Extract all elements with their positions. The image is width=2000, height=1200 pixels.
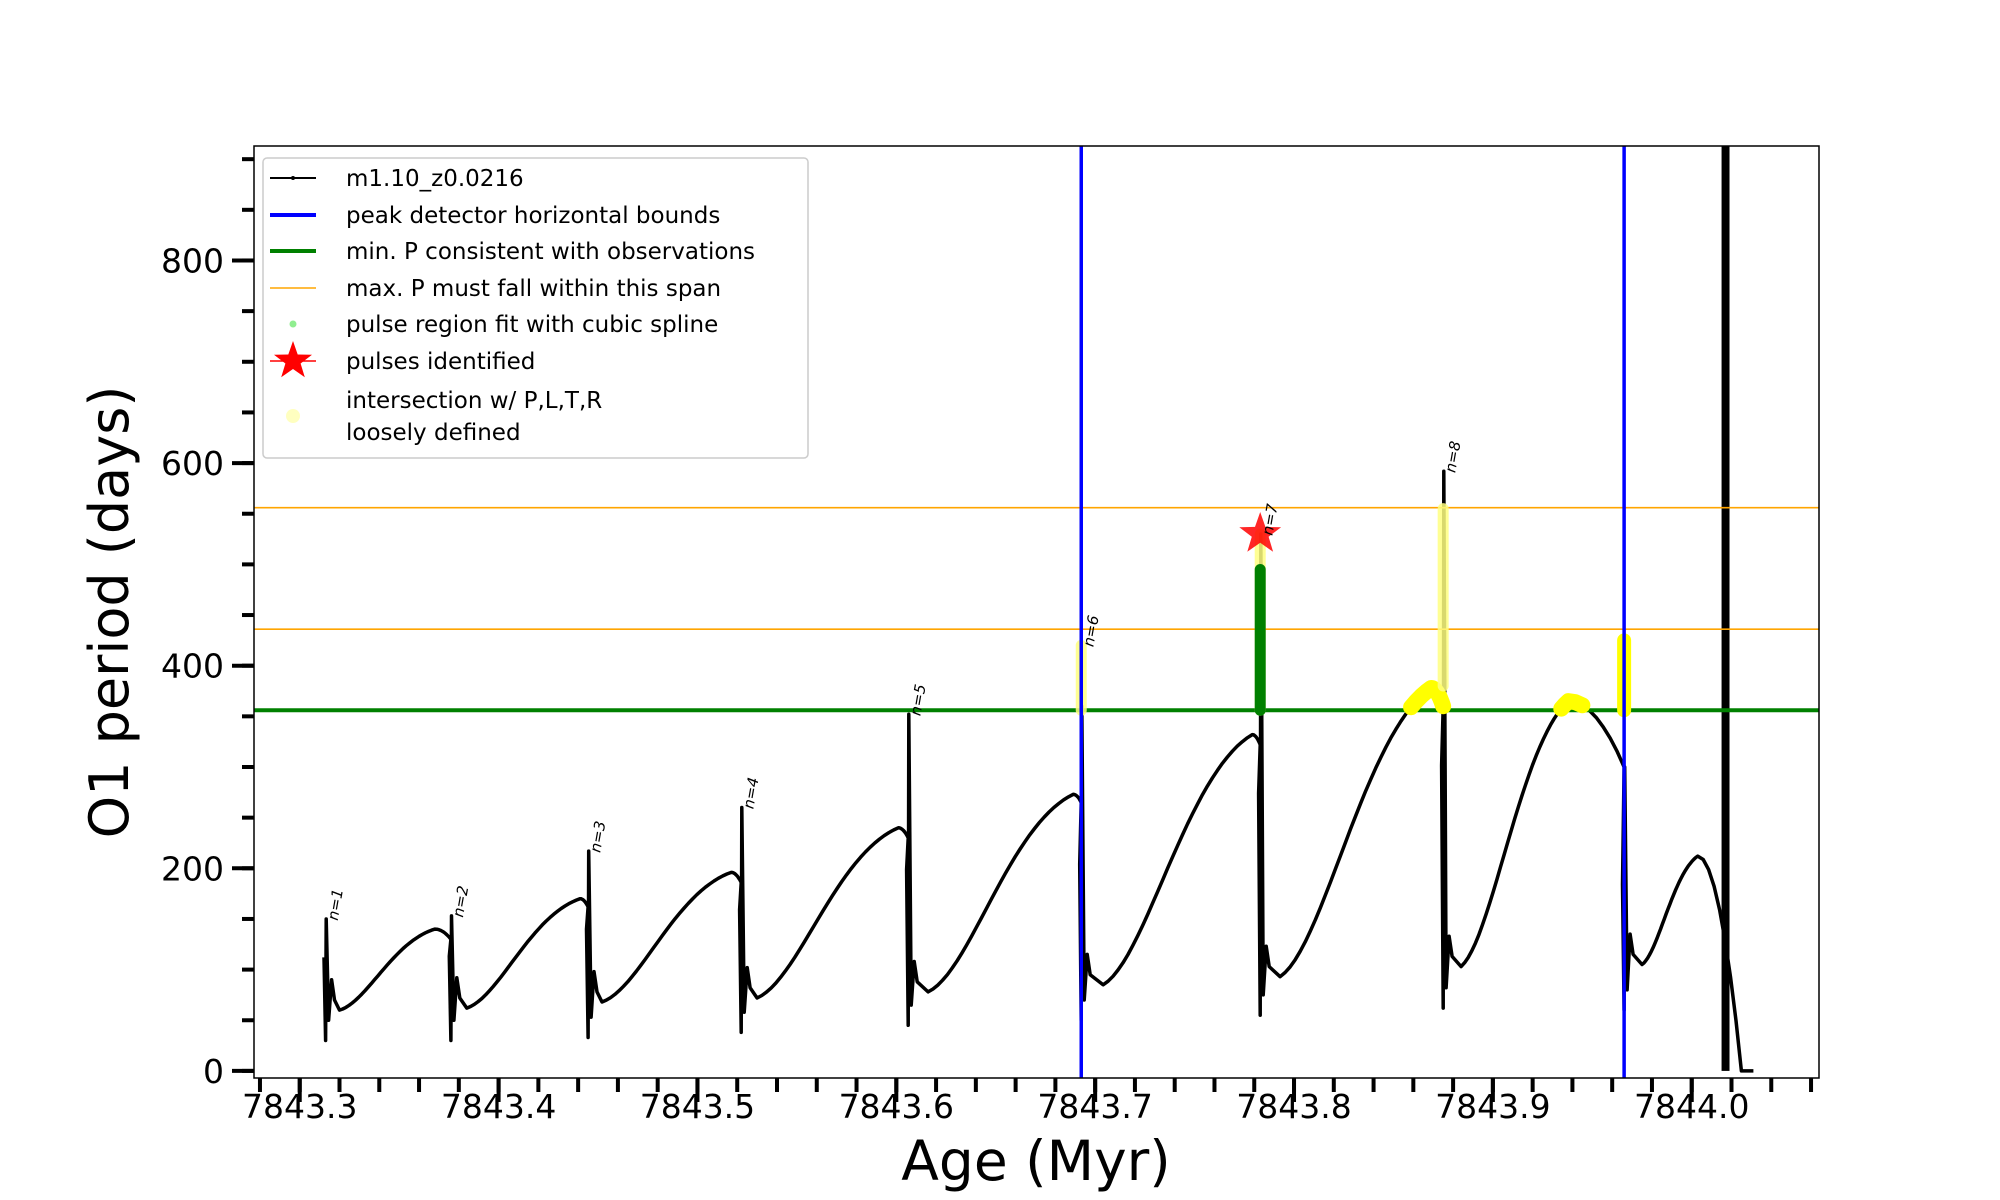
pulse-label: n=1	[324, 887, 347, 921]
legend-label-4: pulse region fit with cubic spline	[346, 312, 718, 338]
pulse-label: n=8	[1441, 440, 1464, 474]
y-tick-label: 600	[161, 444, 224, 483]
y-tick-label: 400	[161, 647, 224, 686]
x-tick-label: 7843.6	[839, 1087, 954, 1126]
legend-label-5: pulses identified	[346, 349, 535, 375]
x-tick-label: 7843.7	[1037, 1087, 1152, 1126]
x-tick-label: 7843.5	[640, 1087, 755, 1126]
pulse-identified-star-0	[1239, 512, 1282, 552]
legend-marker-6	[286, 409, 300, 423]
plot-frame	[253, 145, 1820, 1079]
pulse-label: n=6	[1079, 614, 1102, 648]
pulse-label: n=2	[449, 884, 472, 918]
legend-marker-5	[274, 341, 312, 378]
x-tick-label: 7843.8	[1236, 1087, 1351, 1126]
legend-label-2: min. P consistent with observations	[346, 239, 755, 265]
legend-label-6-line2: loosely defined	[346, 420, 521, 446]
x-tick-label: 7843.3	[242, 1087, 357, 1126]
plot-content	[254, 146, 1819, 1078]
legend-label-3: max. P must fall within this span	[346, 276, 721, 302]
x-axis-label: Age (Myr)	[901, 1129, 1170, 1193]
legend-label-1: peak detector horizontal bounds	[346, 203, 720, 229]
legend-marker-0-dot	[291, 176, 295, 180]
x-tick-label: 7844.0	[1634, 1087, 1749, 1126]
y-tick-label: 0	[203, 1052, 224, 1091]
y-axis-label: O1 period (days)	[78, 386, 141, 839]
y-tick-label: 200	[161, 849, 224, 888]
series-line-m1-10-z0-0216	[322, 469, 1754, 1073]
dense-data-band	[1721, 146, 1730, 1071]
intersection-arc-1	[1553, 693, 1591, 717]
legend-marker-4	[289, 320, 297, 328]
pulse-label: n=7	[1258, 502, 1281, 537]
pulse-label: n=5	[906, 683, 929, 717]
y-tick-label: 800	[161, 241, 224, 280]
legend-label-6: intersection w/ P,L,T,R	[346, 388, 602, 414]
intersection-arc-0	[1403, 679, 1452, 716]
x-tick-label: 7843.4	[441, 1087, 556, 1126]
x-tick-label: 7843.9	[1435, 1087, 1550, 1126]
plot-area: n=1 n=2 n=3 n=4 n=5 n=6 n=7 n=8 7843.3 7843.4 7843…	[161, 145, 1820, 1126]
legend-label-0: m1.10_z0.0216	[346, 166, 524, 192]
pulse-label: n=4	[739, 776, 762, 810]
pulse-label: n=3	[586, 820, 609, 854]
legend-box	[262, 157, 809, 459]
